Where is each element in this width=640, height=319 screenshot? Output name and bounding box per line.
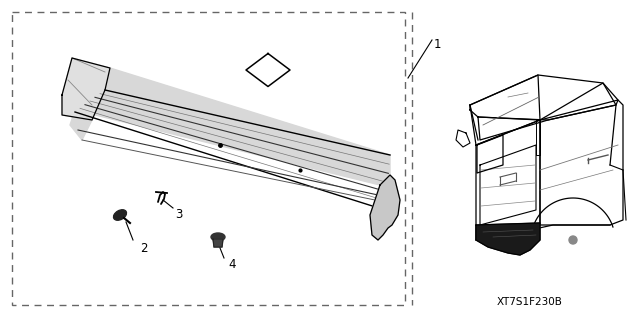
Polygon shape [62,58,110,120]
Ellipse shape [569,236,577,244]
Ellipse shape [113,210,127,220]
Text: 4: 4 [228,258,236,271]
Text: 1: 1 [434,38,442,51]
Text: 3: 3 [175,208,182,221]
Text: 2: 2 [140,242,147,255]
Polygon shape [370,175,400,240]
Polygon shape [476,223,540,255]
Text: XT7S1F230B: XT7S1F230B [497,297,563,307]
Polygon shape [213,239,223,247]
Ellipse shape [211,233,225,241]
Bar [12,12,405,305]
Polygon shape [70,68,390,185]
